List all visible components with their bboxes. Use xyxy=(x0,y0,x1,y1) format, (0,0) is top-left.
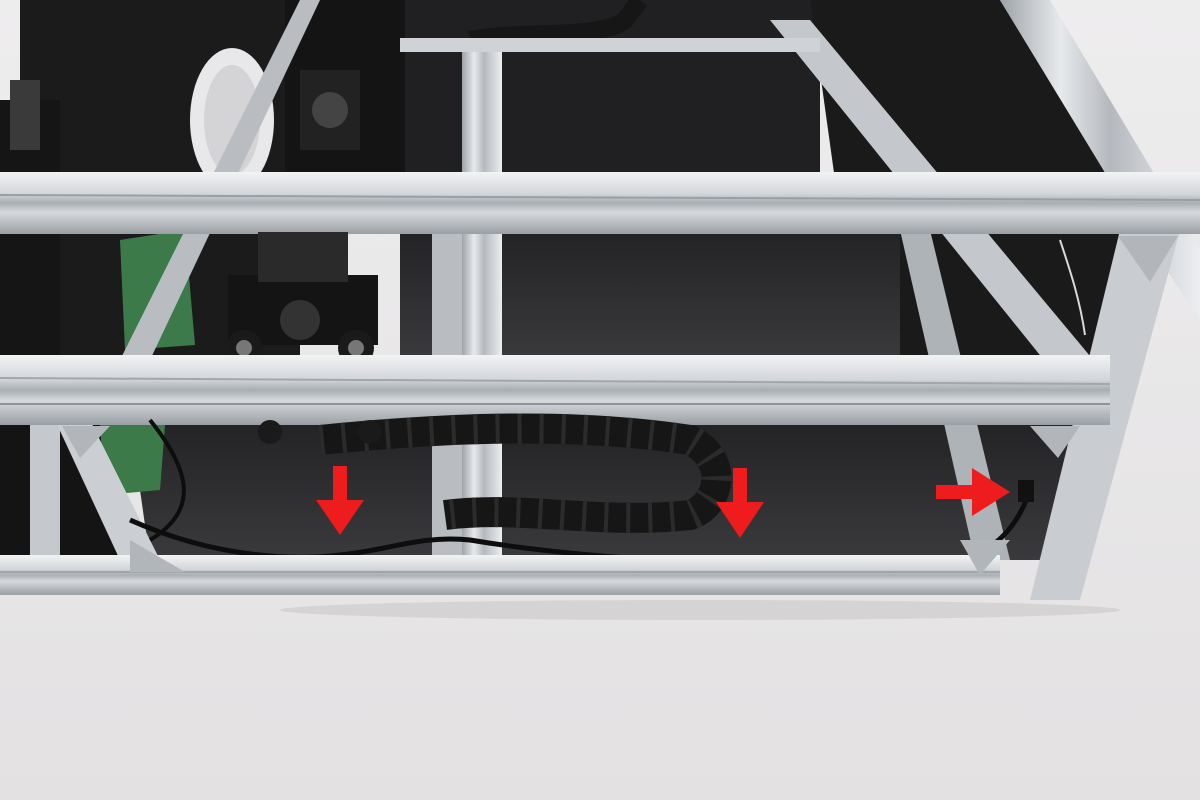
arrow-down-middle xyxy=(716,468,764,538)
upper-drag-chain xyxy=(468,0,648,49)
back-top-rail xyxy=(400,38,820,52)
center-rail-vertical xyxy=(462,45,502,555)
top-carriage xyxy=(285,0,405,175)
top-front-rail xyxy=(0,172,1200,234)
lower-drag-chain xyxy=(258,413,732,533)
arrow-down-left xyxy=(316,466,364,535)
middle-front-rail xyxy=(0,355,1110,425)
lower-carriage xyxy=(226,232,378,366)
arrow-right xyxy=(936,468,1010,516)
corner-brackets xyxy=(62,236,1178,575)
